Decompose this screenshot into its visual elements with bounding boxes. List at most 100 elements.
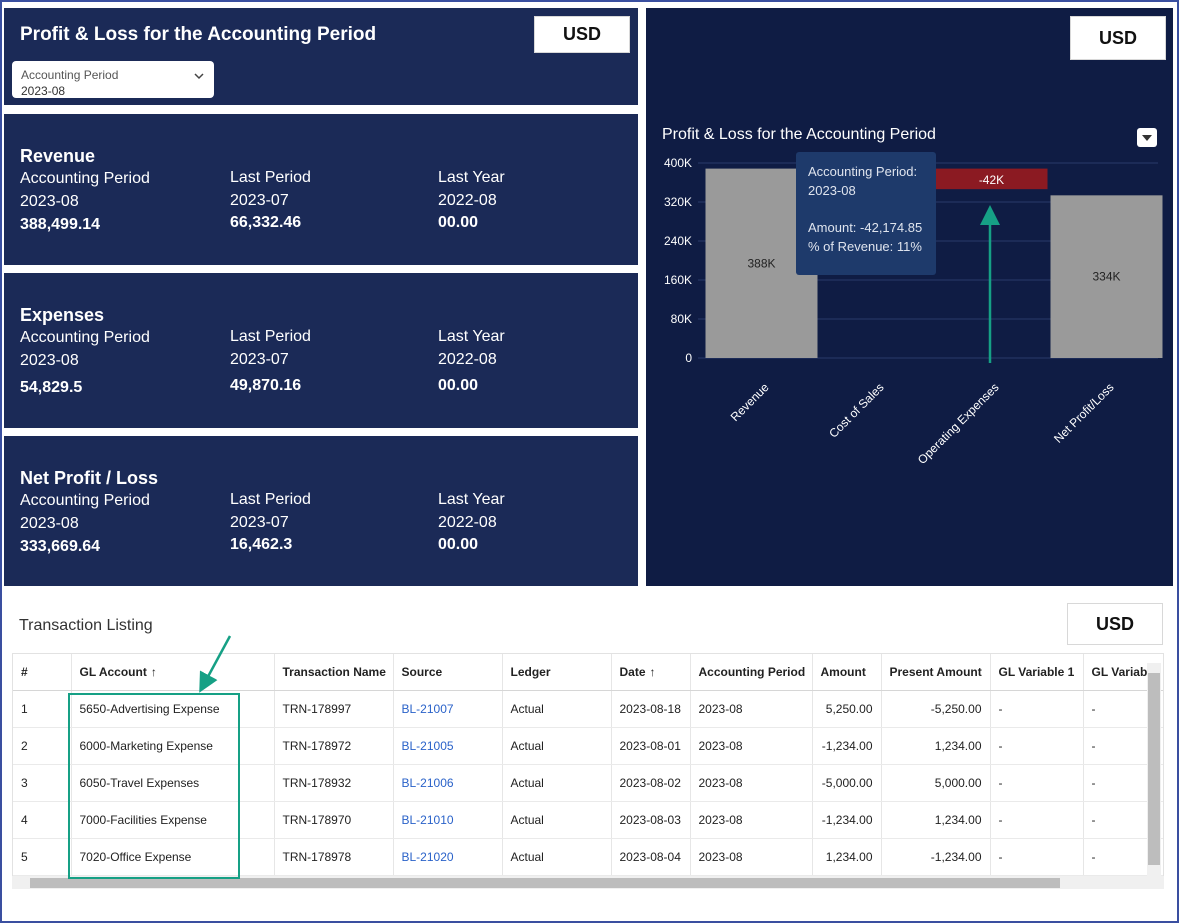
tooltip-period-label: Accounting Period: — [808, 164, 918, 179]
listing-currency-button[interactable]: USD — [1067, 603, 1163, 645]
table-cell: 1,234.00 — [812, 838, 882, 876]
dropdown-value: 2023-08 — [21, 84, 66, 98]
card-value: 333,669.64 — [20, 538, 101, 555]
table-cell: TRN-178970 — [274, 801, 394, 839]
chart-title: Profit & Loss for the Accounting Period — [662, 126, 936, 143]
column-header[interactable]: Date ↑ — [611, 654, 691, 691]
card-period: 2023-07 — [230, 192, 289, 209]
card-label: Last Period — [230, 169, 311, 186]
table-cell[interactable]: BL-21006 — [393, 764, 503, 802]
table-row[interactable]: 5 7020-Office Expense TRN-178978 BL-21020 Ac… — [13, 838, 1163, 876]
table-cell: 2023-08-01 — [611, 727, 691, 765]
table-cell: TRN-178997 — [274, 690, 394, 728]
card-period: 2023-08 — [20, 193, 79, 210]
net-profit-card: Net Profit / Loss Accounting Period 2023… — [4, 436, 638, 586]
card-value: 66,332.46 — [230, 214, 302, 231]
tooltip-pct: % of Revenue: 11% — [808, 239, 922, 254]
card-period: 2022-08 — [438, 192, 497, 209]
transaction-table-wrap: # GL Account ↑ Transaction Name Source Ledger… — [12, 653, 1164, 889]
table-cell: 2023-08 — [690, 801, 813, 839]
table-cell: - — [990, 690, 1084, 728]
table-cell[interactable]: BL-21007 — [393, 690, 503, 728]
table-row[interactable]: 1 5650-Advertising Expense TRN-178997 BL-21… — [13, 690, 1163, 728]
chevron-down-icon — [194, 73, 204, 80]
sort-arrow-icon[interactable]: ↑ — [649, 664, 656, 679]
table-cell: Actual — [502, 838, 612, 876]
card-label: Last Period — [230, 491, 311, 508]
column-header[interactable]: Transaction Name — [274, 654, 394, 691]
table-cell[interactable]: BL-21010 — [393, 801, 503, 839]
column-header[interactable]: GL Variabl — [1083, 654, 1163, 691]
column-header[interactable]: Amount — [812, 654, 882, 691]
table-cell: 6000-Marketing Expense — [71, 727, 275, 765]
card-period: 2023-07 — [230, 514, 289, 531]
table-cell: 5,250.00 — [812, 690, 882, 728]
table-cell[interactable]: BL-21005 — [393, 727, 503, 765]
column-header[interactable]: Ledger — [502, 654, 612, 691]
table-cell: 2023-08 — [690, 838, 813, 876]
horizontal-scrollbar[interactable] — [12, 876, 1164, 889]
table-row[interactable]: 3 6050-Travel Expenses TRN-178932 BL-21006 A… — [13, 764, 1163, 802]
scrollbar-thumb[interactable] — [30, 878, 1060, 888]
currency-button[interactable]: USD — [534, 16, 630, 53]
y-tick-label: 320K — [664, 195, 692, 209]
header-panel: Profit & Loss for the Accounting Period … — [4, 8, 638, 105]
table-cell: 5 — [13, 838, 72, 876]
table-cell: Actual — [502, 801, 612, 839]
column-header[interactable]: Accounting Period — [690, 654, 813, 691]
x-tick-label: Revenue — [728, 380, 772, 424]
card-period: 2023-07 — [230, 351, 289, 368]
column-header[interactable]: GL Account ↑ — [71, 654, 275, 691]
column-header[interactable]: # — [13, 654, 72, 691]
table-row[interactable]: 2 6000-Marketing Expense TRN-178972 BL-2100… — [13, 727, 1163, 765]
chart-bar[interactable] — [935, 168, 1048, 190]
chart-panel: USD Profit & Loss for the Accounting Per… — [646, 8, 1173, 586]
column-header[interactable]: Source — [393, 654, 503, 691]
table-row[interactable]: 4 7000-Facilities Expense TRN-178970 BL-210… — [13, 801, 1163, 839]
table-cell: Actual — [502, 764, 612, 802]
chart-menu-button[interactable] — [1137, 128, 1157, 147]
chart-currency-button[interactable]: USD — [1070, 16, 1166, 60]
table-cell: 2023-08 — [690, 727, 813, 765]
card-label: Last Year — [438, 169, 505, 186]
table-cell[interactable]: BL-21020 — [393, 838, 503, 876]
column-header-label: Accounting Period — [698, 664, 806, 679]
table-cell: 2023-08-02 — [611, 764, 691, 802]
y-tick-label: 80K — [671, 312, 692, 326]
table-cell: 1,234.00 — [881, 727, 991, 765]
table-cell: 1,234.00 — [881, 801, 991, 839]
column-header-label: Amount — [820, 664, 866, 679]
table-cell: Actual — [502, 727, 612, 765]
table-cell: 2023-08-03 — [611, 801, 691, 839]
column-header[interactable]: GL Variable 1 — [990, 654, 1084, 691]
column-header[interactable]: Present Amount — [881, 654, 991, 691]
waterfall-chart: 400K 320K 240K 160K 80K 0 388K Revenue Cost of S… — [664, 156, 1163, 467]
table-cell: - — [990, 801, 1084, 839]
card-label: Last Year — [438, 328, 505, 345]
vertical-scrollbar[interactable] — [1147, 663, 1161, 877]
card-value: 00.00 — [438, 536, 479, 553]
table-header-row: # GL Account ↑ Transaction Name Source Ledger… — [13, 654, 1163, 691]
table-cell: 5650-Advertising Expense — [71, 690, 275, 728]
column-header-label: Source — [401, 664, 443, 679]
chart-bar[interactable] — [1050, 195, 1163, 358]
table-cell: 1 — [13, 690, 72, 728]
tooltip-period-value: 2023-08 — [808, 183, 856, 198]
card-label: Last Period — [230, 328, 311, 345]
scrollbar-thumb[interactable] — [1148, 673, 1160, 865]
bar-data-label: 334K — [1092, 270, 1120, 284]
table-cell: 2023-08 — [690, 764, 813, 802]
table-cell: 3 — [13, 764, 72, 802]
accounting-period-dropdown[interactable]: Accounting Period 2023-08 — [12, 61, 214, 98]
sort-arrow-icon[interactable]: ↑ — [150, 664, 157, 679]
dropdown-label: Accounting Period — [21, 68, 119, 82]
column-header-label: Date — [619, 664, 646, 679]
table-cell: 7020-Office Expense — [71, 838, 275, 876]
table-cell: 4 — [13, 801, 72, 839]
column-header-label: # — [21, 664, 28, 679]
card-period: 2022-08 — [438, 514, 497, 531]
card-value: 49,870.16 — [230, 377, 302, 394]
y-tick-label: 400K — [664, 156, 692, 170]
table-cell: -1,234.00 — [812, 727, 882, 765]
